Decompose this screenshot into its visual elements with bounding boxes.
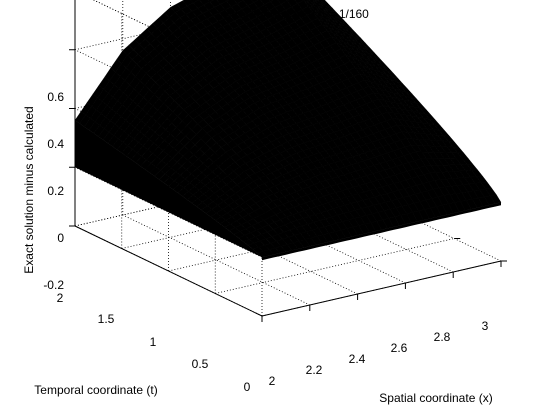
x-axis-title: Spatial coordinate (x) <box>379 391 492 405</box>
y-axis-title: Temporal coordinate (t) <box>34 383 157 397</box>
x-tick-label: 3 <box>482 319 489 333</box>
z-tick-label: 0.6 <box>47 90 64 104</box>
z-tick-label: 0.4 <box>47 137 64 151</box>
y-tick-label: 1.5 <box>98 312 115 326</box>
x-tick-label: 2.4 <box>349 352 366 366</box>
z-tick-labels: -0.2 0 0.2 0.4 0.6 <box>43 90 64 292</box>
chart-title: Error for grid size h = 1/160 <box>223 7 369 21</box>
y-tick-labels: 0 0.5 1 1.5 2 <box>57 291 251 394</box>
surface-left-side <box>75 120 262 258</box>
y-tick-label: 1 <box>150 335 157 349</box>
z-tick-label: 0 <box>57 231 64 245</box>
y-tick-label: 0.5 <box>192 357 209 371</box>
error-surface <box>74 0 502 261</box>
surface-front-edge <box>262 202 501 261</box>
x-axis-line <box>261 260 502 317</box>
y-tick-label: 2 <box>57 291 64 305</box>
grid-line <box>215 238 455 294</box>
y-axis-line <box>74 225 263 317</box>
z-tick-label: -0.2 <box>43 278 64 292</box>
y-tick-label: 0 <box>244 380 251 394</box>
x-tick-label: 2.2 <box>306 363 323 377</box>
z-axis-title: Exact solution minus calculated <box>22 106 36 273</box>
z-tick-label: 0.2 <box>47 184 64 198</box>
x-tick-label: 2 <box>269 374 276 388</box>
x-tick-labels: 2 2.2 2.4 2.6 2.8 3 <box>269 319 489 388</box>
tick-marks <box>69 49 507 322</box>
x-tick-label: 2.8 <box>434 330 451 344</box>
x-tick-label: 2.6 <box>391 341 408 355</box>
